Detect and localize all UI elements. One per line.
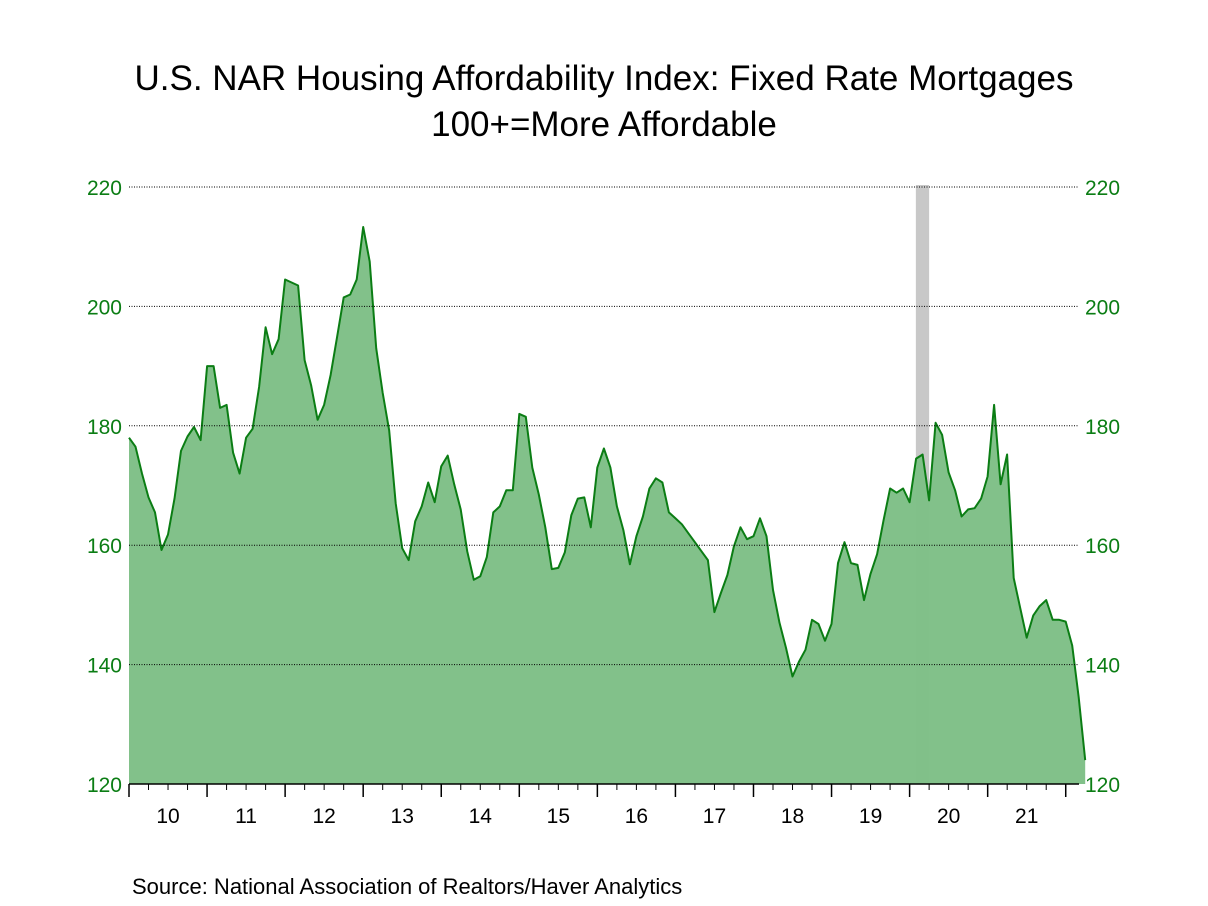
y-tick-label-left-180: 180	[87, 416, 122, 439]
x-tick-label-12: 12	[312, 805, 335, 828]
y-tick-label-right-180: 180	[1085, 416, 1120, 439]
y-tick-label-left-120: 120	[87, 774, 122, 797]
x-tick-label-21: 21	[1015, 805, 1038, 828]
x-tick-label-16: 16	[625, 805, 648, 828]
x-tick-label-17: 17	[703, 805, 726, 828]
source-note: Source: National Association of Realtors…	[132, 874, 683, 899]
chart-title: U.S. NAR Housing Affordability Index: Fi…	[134, 59, 1074, 98]
x-tick-label-19: 19	[859, 805, 882, 828]
axis-layer	[128, 783, 1079, 797]
y-tick-label-left-140: 140	[87, 655, 122, 678]
gridlines-layer	[129, 186, 1079, 666]
y-tick-label-right-120: 120	[1085, 774, 1120, 797]
y-tick-label-left-160: 160	[87, 535, 122, 558]
x-tick-label-20: 20	[937, 805, 960, 828]
x-tick-label-15: 15	[547, 805, 570, 828]
x-tick-label-10: 10	[156, 805, 179, 828]
y-tick-label-left-220: 220	[87, 177, 122, 200]
x-tick-label-14: 14	[469, 805, 493, 828]
x-tick-label-13: 13	[391, 805, 414, 828]
y-tick-label-right-140: 140	[1085, 655, 1120, 678]
y-tick-label-left-200: 200	[87, 296, 122, 319]
y-tick-label-right-200: 200	[1085, 296, 1120, 319]
y-tick-label-right-160: 160	[1085, 535, 1120, 558]
chart-subtitle: 100+=More Affordable	[431, 105, 777, 144]
area-layer	[128, 226, 1087, 784]
y-tick-label-right-220: 220	[1085, 177, 1120, 200]
series-area-fill	[129, 227, 1086, 784]
tick-labels-layer: 220 220 200 200 180 180 160 160 140 140 120 120 10 11…	[87, 177, 1120, 828]
x-tick-label-18: 18	[781, 805, 804, 828]
series-line	[128, 226, 1087, 761]
x-tick-label-11: 11	[235, 805, 257, 828]
